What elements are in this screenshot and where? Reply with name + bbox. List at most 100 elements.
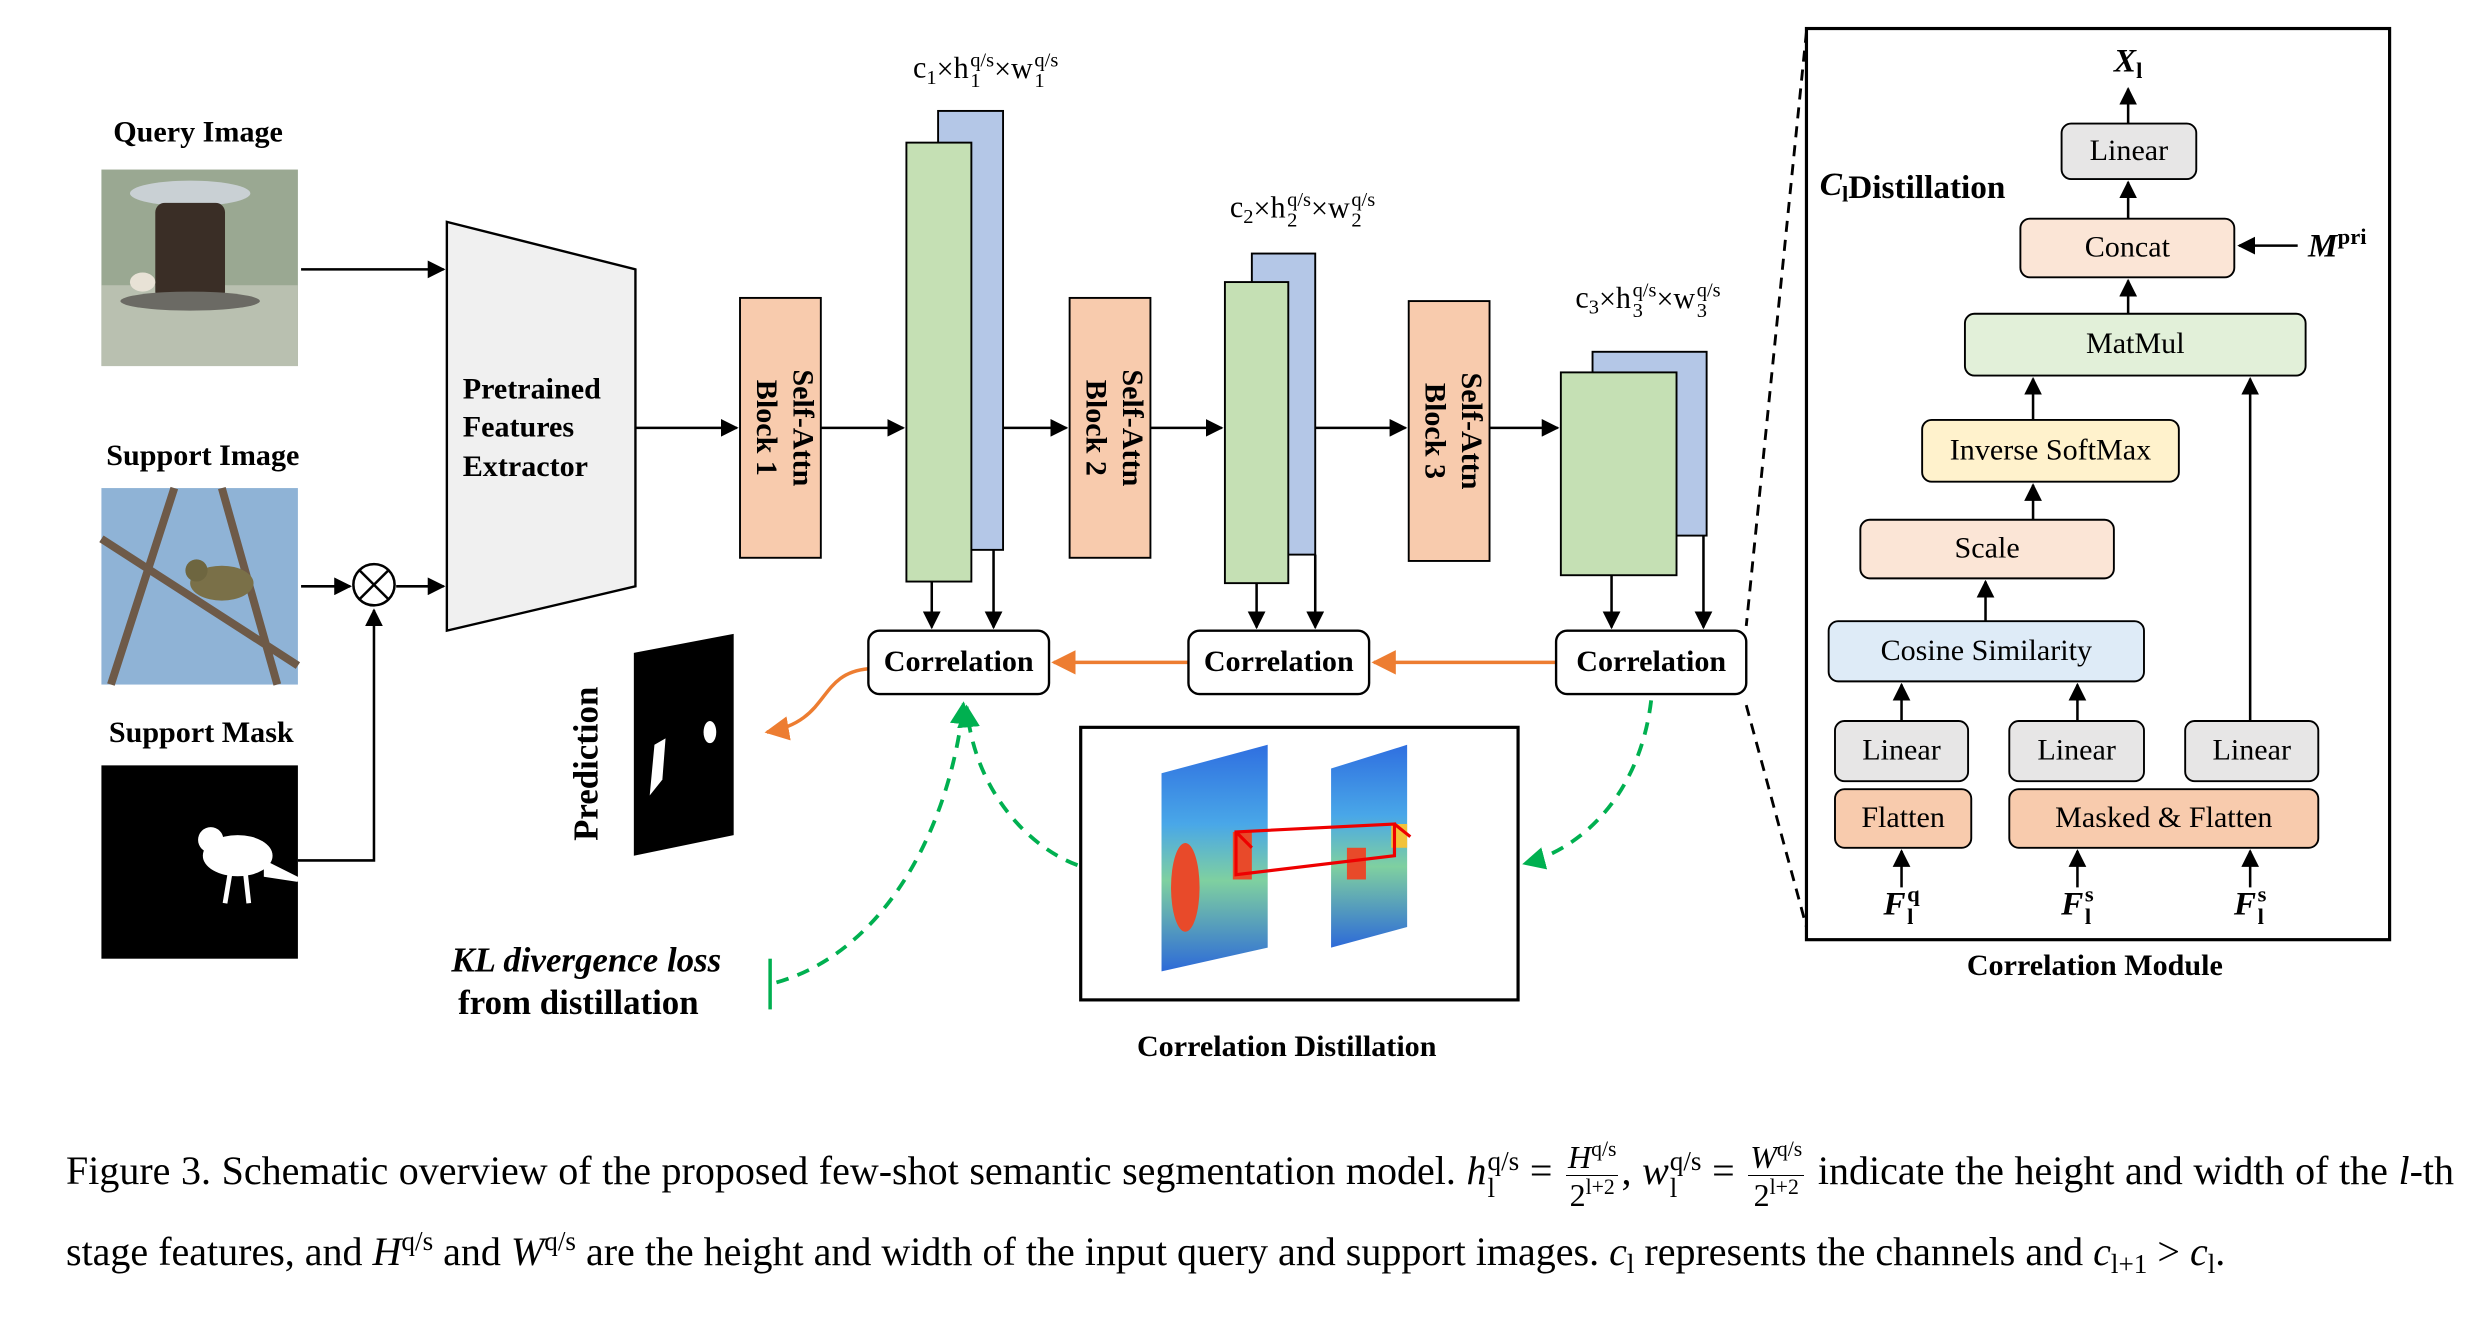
math: Wq/s 2l+2 (1745, 1138, 1807, 1211)
math-base: H (372, 1229, 402, 1275)
module-node (1859, 518, 2115, 580)
math: Wq/s (511, 1226, 576, 1274)
query-image (101, 169, 298, 367)
math-base: w (1642, 1148, 1669, 1194)
sub-sup: q/s 3 (1696, 277, 1721, 322)
correlation-box (867, 629, 1051, 696)
text-run: × (936, 53, 954, 88)
math-base: c (1229, 191, 1244, 226)
math-base: M (2308, 226, 2338, 265)
math-base: c (2093, 1229, 2111, 1275)
text-run: = (1519, 1148, 1563, 1194)
math: c1 (913, 52, 937, 90)
module-node-label: MatMul (2086, 326, 2185, 360)
subscript: 2 (1243, 204, 1254, 229)
subscript: l+1 (2110, 1249, 2148, 1280)
math: cl (2190, 1229, 2215, 1279)
module-node-label: Concat (2085, 229, 2171, 263)
module-node (1834, 788, 1973, 849)
math-base: W (1750, 1138, 1777, 1175)
math: Mpri (2308, 225, 2367, 266)
denominator: 2l+2 (1570, 1175, 1615, 1213)
math-base: C (1819, 164, 1842, 203)
superscript: q/s (544, 1226, 576, 1257)
math: w q/s l (1642, 1147, 1701, 1202)
superscript: l+2 (1769, 1174, 1799, 1199)
subscript: 3 (1632, 297, 1643, 322)
distillation-box (1079, 725, 1520, 1002)
superscript: q/s (1591, 1137, 1617, 1161)
math-base: 2 (1753, 1176, 1770, 1213)
superscript: q/s (1034, 47, 1059, 72)
text-run: Distillation (1848, 167, 2006, 206)
text-run: × (1253, 193, 1271, 227)
extractor-label: Extractor (463, 449, 588, 483)
superscript: q/s (1776, 1137, 1803, 1161)
fraction: Hq/s 2l+2 (1565, 1137, 1619, 1213)
superscript: q/s (1632, 277, 1657, 302)
prediction-label: Prediction (566, 687, 605, 841)
subscript: 3 (1588, 294, 1599, 319)
superscript: s (2084, 882, 2094, 908)
orange-arrows (764, 650, 1557, 741)
math-base: h (953, 52, 969, 87)
text-run: × (1656, 283, 1674, 317)
module-title: Correlation Module (1967, 948, 2223, 982)
subscript: 2 (1287, 207, 1298, 232)
subscript: l (1669, 1173, 1678, 1204)
subscript: l (1841, 182, 1849, 208)
block-label: Self-Attn (1116, 369, 1150, 486)
subscript: l (2257, 904, 2264, 931)
zoom-lines (1744, 31, 1808, 928)
subscript: 2 (1351, 207, 1362, 232)
subscript: l (1487, 1173, 1496, 1204)
sub-sup: q/s 1 (1034, 47, 1059, 92)
kl-loss: from distillation (458, 983, 698, 1022)
module-prior: Mpri (2290, 219, 2385, 273)
sub-sup: q/s 2 (1287, 189, 1311, 232)
math: w q/s 1 (1011, 47, 1059, 92)
math-base: w (1327, 192, 1350, 226)
self-attn-block (739, 296, 822, 559)
math: cl+1 (2093, 1229, 2147, 1279)
math-base: w (1011, 52, 1033, 87)
self-attn-block (1407, 300, 1491, 562)
prediction-mask (633, 633, 734, 856)
module-node (2019, 217, 2236, 279)
text-run: are the height and width of the input qu… (575, 1229, 1610, 1275)
math: h q/s 2 (1270, 189, 1311, 232)
superscript: q/s (970, 47, 995, 72)
module-prior: Mpri (2290, 219, 2385, 273)
math-base: c (1609, 1229, 1627, 1275)
math-base: X (2113, 40, 2137, 80)
module-output: Xl (2081, 36, 2176, 90)
figure: Query Image Support Image Support Mask P… (99, 26, 2392, 1063)
mask-label: Support Mask (109, 715, 294, 749)
module-node (2184, 720, 2320, 783)
superscript: q/s (1696, 277, 1721, 302)
module-node-label: Linear (1862, 733, 1941, 767)
text-run: represents the channels and (1634, 1229, 2094, 1275)
subscript: 1 (1034, 68, 1045, 92)
heatmaps (1161, 744, 1412, 972)
module-node (2008, 720, 2145, 783)
math: c3 (1575, 282, 1599, 320)
feature-maps (905, 109, 1708, 585)
cl-distillation: Cl Distillation (1819, 164, 2006, 208)
module-output: Xl (2081, 36, 2176, 90)
text-run: -th stage features, and (66, 1148, 2454, 1275)
text-run: , (1621, 1148, 1643, 1194)
math-var: l (2398, 1148, 2410, 1194)
subscript: 1 (926, 64, 937, 89)
math: h q/s l (1467, 1147, 1520, 1202)
text-run: × (1598, 283, 1616, 317)
